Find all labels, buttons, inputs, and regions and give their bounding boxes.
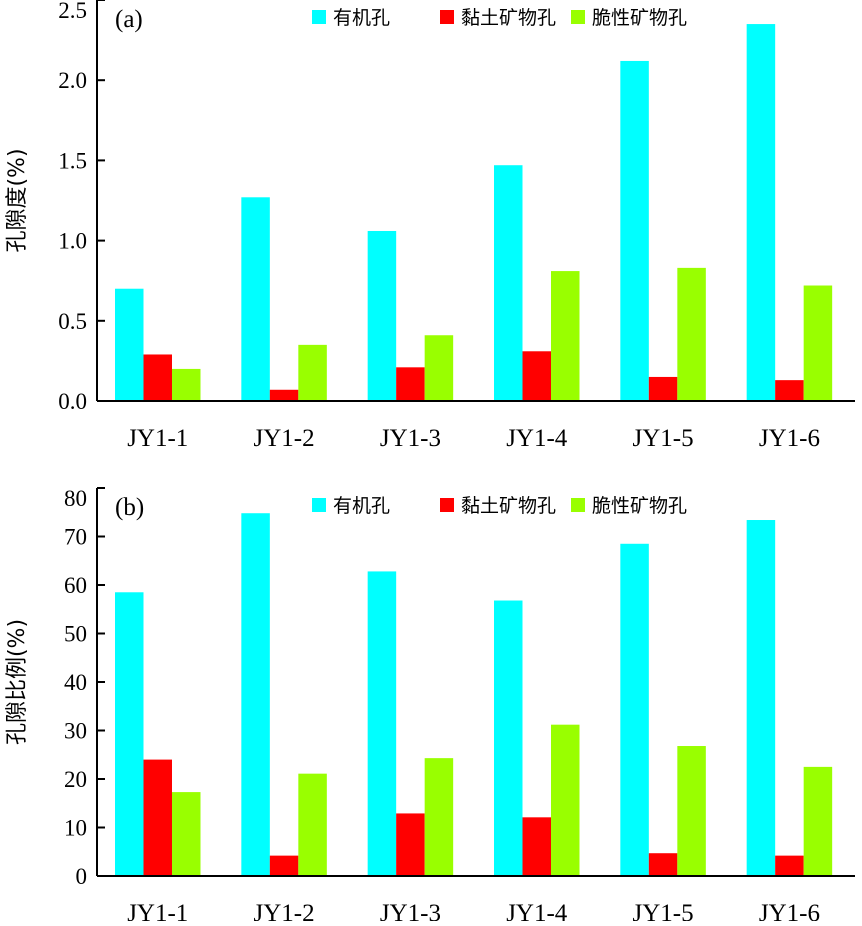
legend-entry: 脆性矿物孔: [571, 7, 687, 29]
y-tick-label: 50: [64, 622, 87, 647]
legend-entry: 有机孔: [312, 495, 390, 517]
bar: [620, 543, 649, 876]
bar: [298, 344, 327, 401]
bar: [396, 367, 425, 401]
bar: [775, 380, 804, 401]
bar: [143, 759, 172, 876]
x-tick-label: JY1-1: [127, 900, 188, 921]
legend-label: 黏土矿物孔: [461, 7, 556, 29]
y-tick-label: 1.0: [58, 229, 87, 254]
bar: [648, 376, 678, 401]
bar: [648, 853, 678, 876]
panel-label: (b): [115, 494, 144, 521]
legend-swatch: [312, 498, 326, 512]
bar: [143, 354, 172, 401]
legend-label: 黏土矿物孔: [461, 495, 556, 517]
bar: [367, 230, 397, 401]
bar: [298, 773, 327, 876]
x-tick-label: JY1-2: [254, 900, 315, 921]
legend-entry: 脆性矿物孔: [571, 495, 687, 517]
bar: [522, 817, 551, 876]
y-tick-label: 0.0: [58, 389, 87, 414]
bar: [803, 766, 833, 877]
legend-label: 脆性矿物孔: [592, 7, 687, 29]
bar: [269, 389, 299, 401]
legend-swatch: [440, 10, 454, 24]
x-tick-label: JY1-3: [380, 900, 441, 921]
bar: [746, 24, 776, 402]
bar: [746, 520, 776, 876]
y-tick-label: 10: [64, 816, 87, 841]
x-tick-label: JY1-2: [254, 425, 315, 452]
y-tick-label: 60: [64, 573, 87, 598]
x-tick-label: JY1-6: [759, 900, 820, 921]
bar: [172, 368, 201, 401]
bar: [367, 571, 397, 876]
x-tick-label: JY1-5: [633, 425, 694, 452]
bar: [241, 197, 270, 401]
legend-entry: 有机孔: [312, 7, 390, 29]
y-tick-label: 0: [76, 864, 88, 889]
panel-a: 0.0 0.5 1.0 1.5 2.0 2.5 JY1-1 JY1-2 JY1-3 JY1-4 JY…: [5, 0, 855, 452]
legend-label: 脆性矿物孔: [592, 495, 687, 517]
panel-label: (a): [115, 6, 143, 33]
x-tick-label: JY1-3: [380, 425, 441, 452]
x-tick-label: JY1-4: [506, 900, 568, 921]
bar: [551, 271, 580, 401]
bar: [677, 746, 706, 876]
bar: [269, 855, 299, 876]
bar: [241, 513, 270, 876]
legend-swatch: [440, 498, 454, 512]
y-tick-label: 20: [64, 767, 87, 792]
bar: [494, 165, 523, 401]
x-tick-label: JY1-4: [506, 425, 568, 452]
bar: [172, 792, 201, 876]
x-tick-label: JY1-6: [759, 425, 820, 452]
bar: [522, 351, 551, 401]
panel-b: 0 10 20 30 40 50 60 70 80 JY1-1 JY1-2 JY1-3 JY1-4 JY1…: [5, 486, 855, 926]
bar: [396, 813, 425, 876]
bar: [551, 724, 580, 876]
legend-label: 有机孔: [333, 7, 390, 29]
bar: [424, 758, 454, 876]
y-tick-label: 80: [64, 486, 87, 511]
bar: [803, 285, 833, 401]
x-tick-label: JY1-5: [633, 900, 694, 921]
y-tick-label: 40: [64, 670, 87, 695]
bar: [494, 600, 523, 876]
y-axis-label: 孔隙比例(%): [5, 619, 30, 745]
y-axis-label: 孔隙度(%): [5, 148, 30, 252]
legend-entry: 黏土矿物孔: [440, 7, 556, 29]
y-tick-label: 2.5: [58, 0, 87, 23]
bar: [620, 60, 649, 401]
y-tick-label: 70: [64, 525, 87, 550]
bar: [677, 267, 706, 401]
bar: [115, 288, 144, 401]
y-tick-label: 2.0: [58, 68, 87, 93]
bar: [424, 335, 454, 401]
legend-swatch: [571, 498, 585, 512]
x-tick-label: JY1-1: [127, 425, 188, 452]
y-tick-label: 30: [64, 719, 87, 744]
bar: [775, 855, 804, 876]
y-tick-label: 1.5: [58, 148, 87, 173]
legend-entry: 黏土矿物孔: [440, 495, 556, 517]
legend-label: 有机孔: [333, 495, 390, 517]
legend-swatch: [312, 10, 326, 24]
y-tick-label: 0.5: [58, 309, 87, 334]
bar: [115, 592, 144, 876]
legend-swatch: [571, 10, 585, 24]
